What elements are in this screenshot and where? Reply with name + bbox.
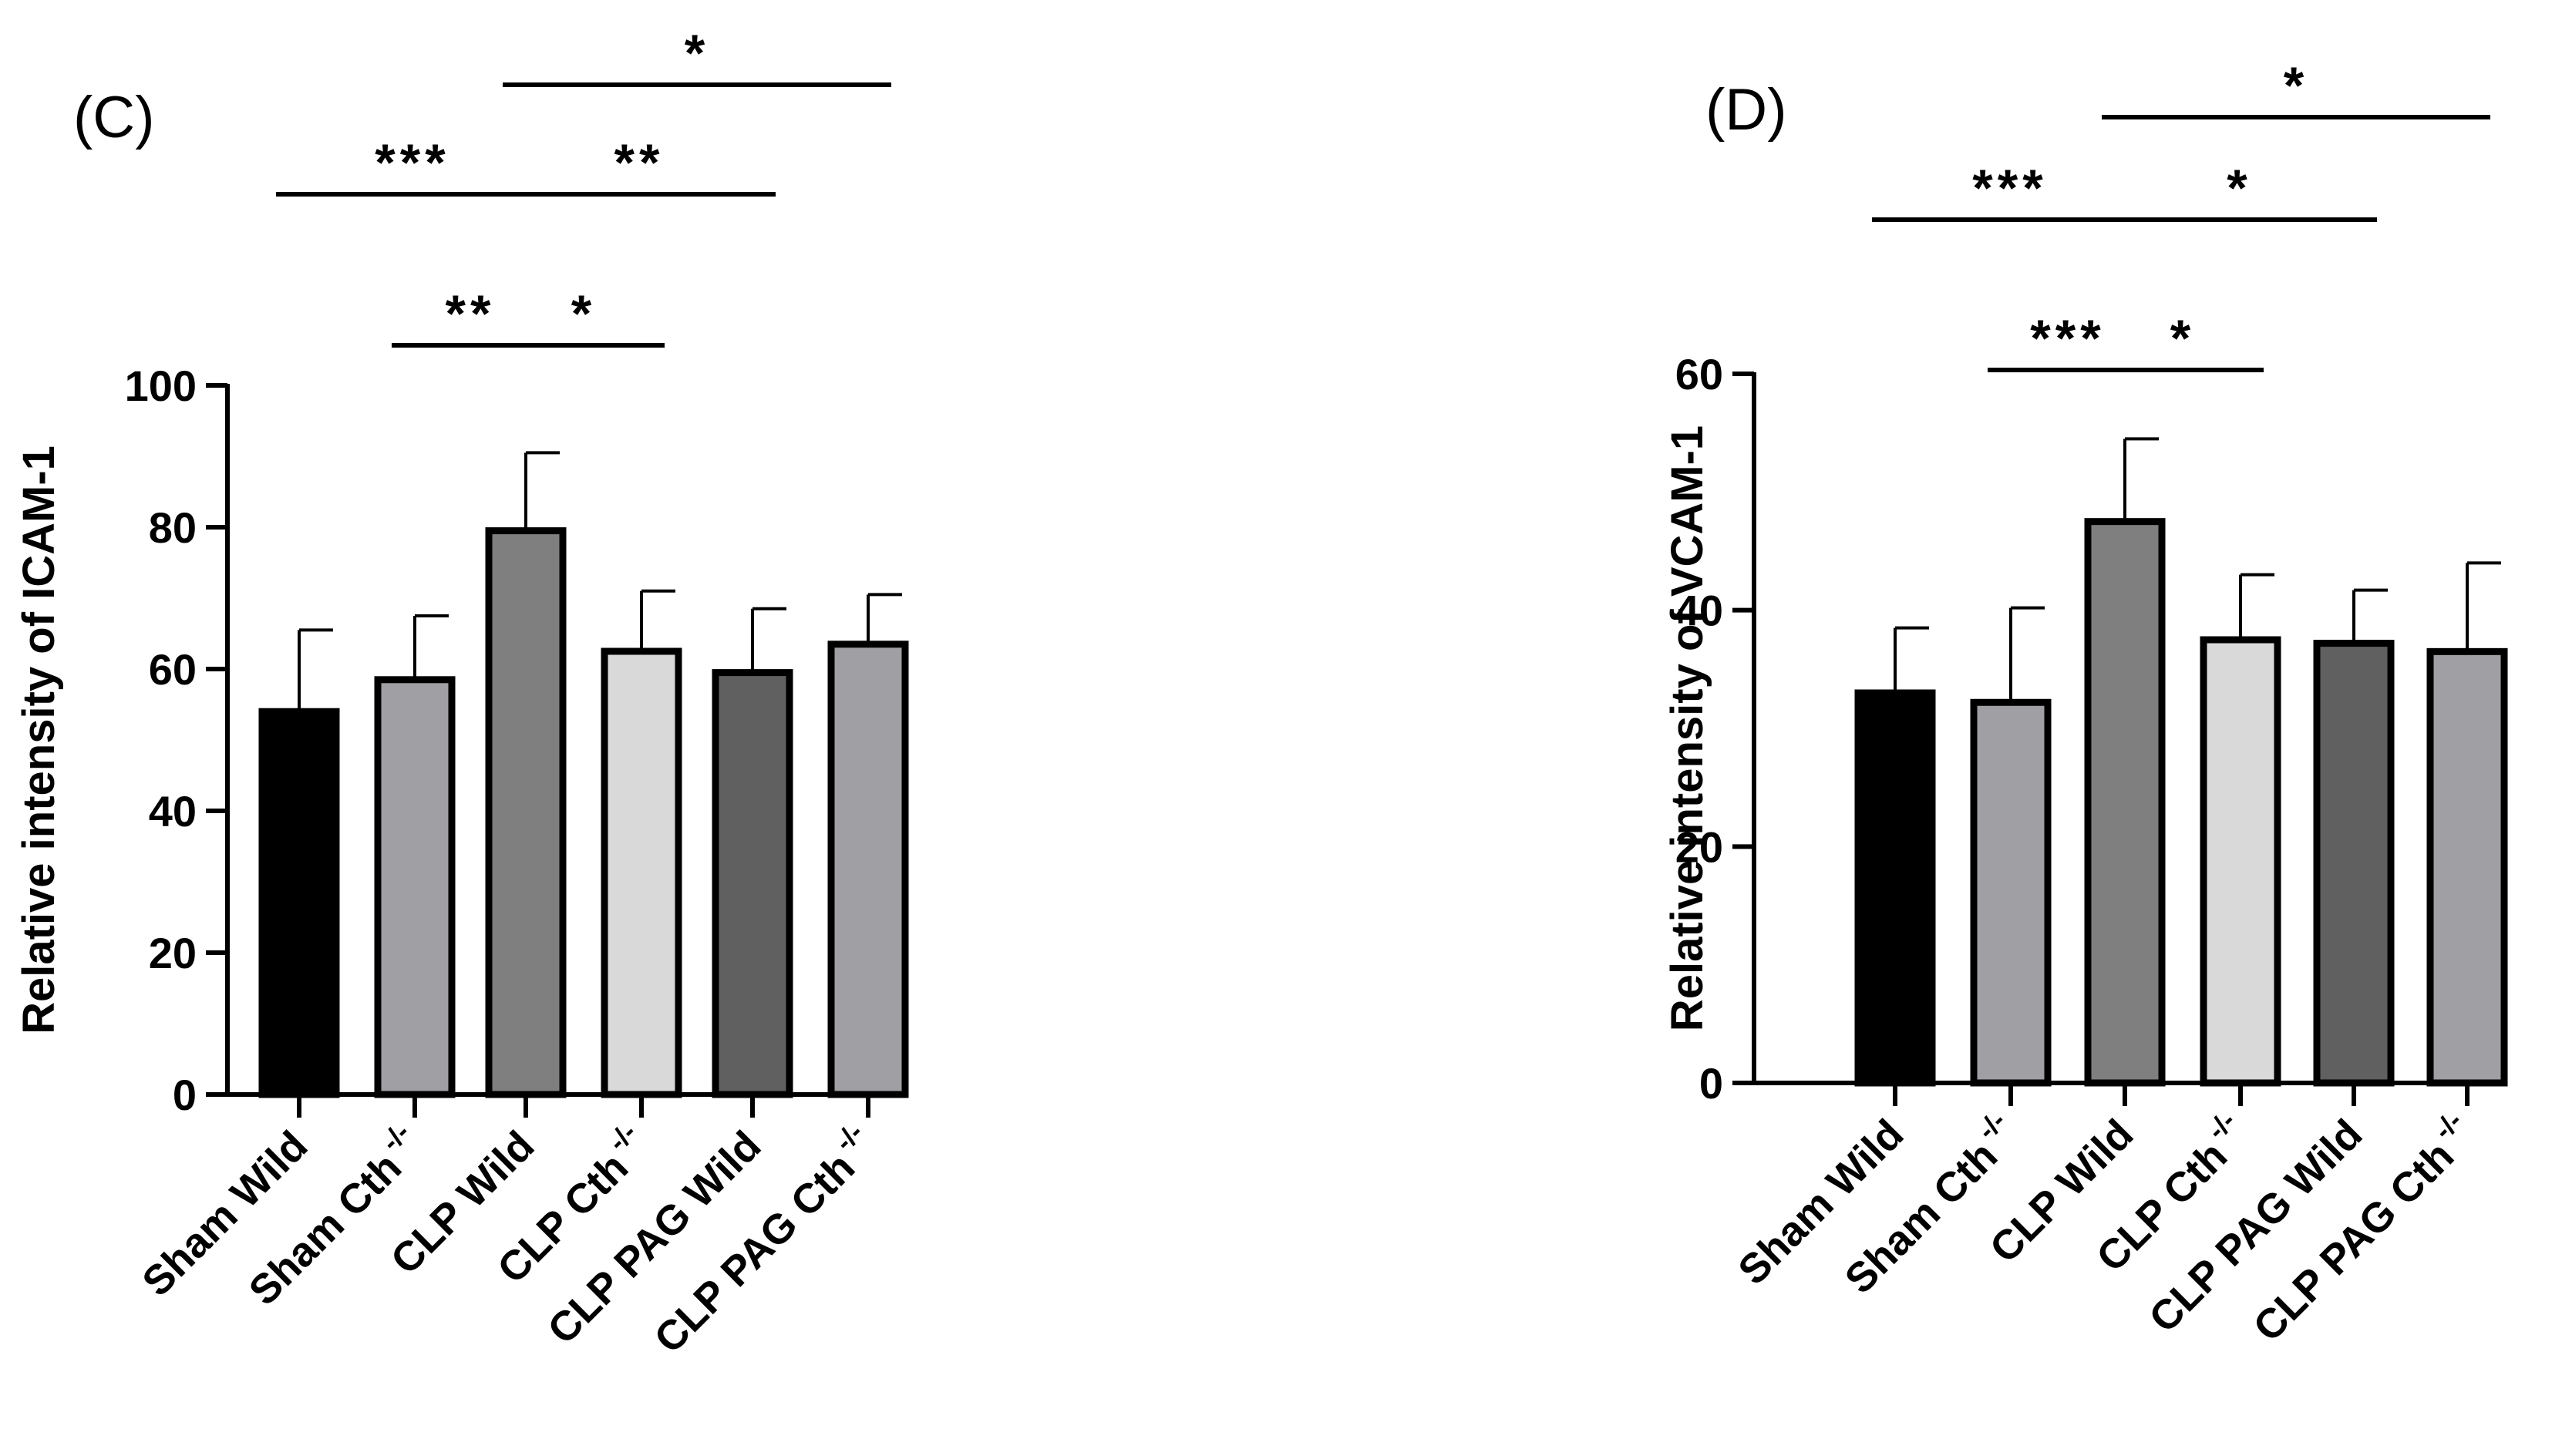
significance-label: *** [2030,309,2105,368]
significance-label: * [2227,159,2251,217]
significance-label: * [2170,309,2195,368]
bar [2426,647,2508,1087]
y-tick-label: 40 [1675,587,1723,635]
significance-label: * [571,284,596,343]
y-tick-label: 20 [1675,822,1723,871]
y-tick-label: 0 [173,1071,197,1119]
bar [827,641,909,1098]
bar [2084,518,2166,1087]
x-tick-label-text: CLP PAG Cth [2244,1132,2463,1350]
bar [2313,640,2395,1087]
bar [374,676,456,1098]
y-tick-label: 80 [149,503,197,552]
bar [1854,689,1936,1087]
bar [485,527,567,1098]
significance-label: *** [375,133,449,192]
significance-label: ** [446,284,496,343]
y-tick-label: 60 [149,645,197,694]
y-tick-label: 60 [1675,350,1723,398]
x-tick-label-text: CLP PAG Cth [645,1144,864,1362]
significance-label: * [685,24,709,82]
y-tick-label: 0 [1699,1059,1723,1108]
significance-label: *** [1972,159,2047,217]
significance-label: ** [614,133,665,192]
y-tick-label: 40 [149,787,197,836]
bar [1970,698,2052,1087]
bar [258,708,340,1098]
y-axis-title: Relative intensity of ICAM-1 [14,446,64,1034]
bar [712,669,793,1098]
significance-label: * [2284,56,2308,115]
bar [2200,636,2281,1087]
bar [601,647,682,1098]
chart-panel-c: (C) 0 20 40 60 80 100 Relative intensity of ICA… [14,24,909,1362]
panel-label: (D) [1705,77,1787,143]
y-axis-title: Relative intensity of VCAM-1 [1662,425,1712,1031]
y-tick-label: 100 [125,361,197,410]
panel-label: (C) [73,85,155,150]
y-tick-label: 20 [149,929,197,977]
